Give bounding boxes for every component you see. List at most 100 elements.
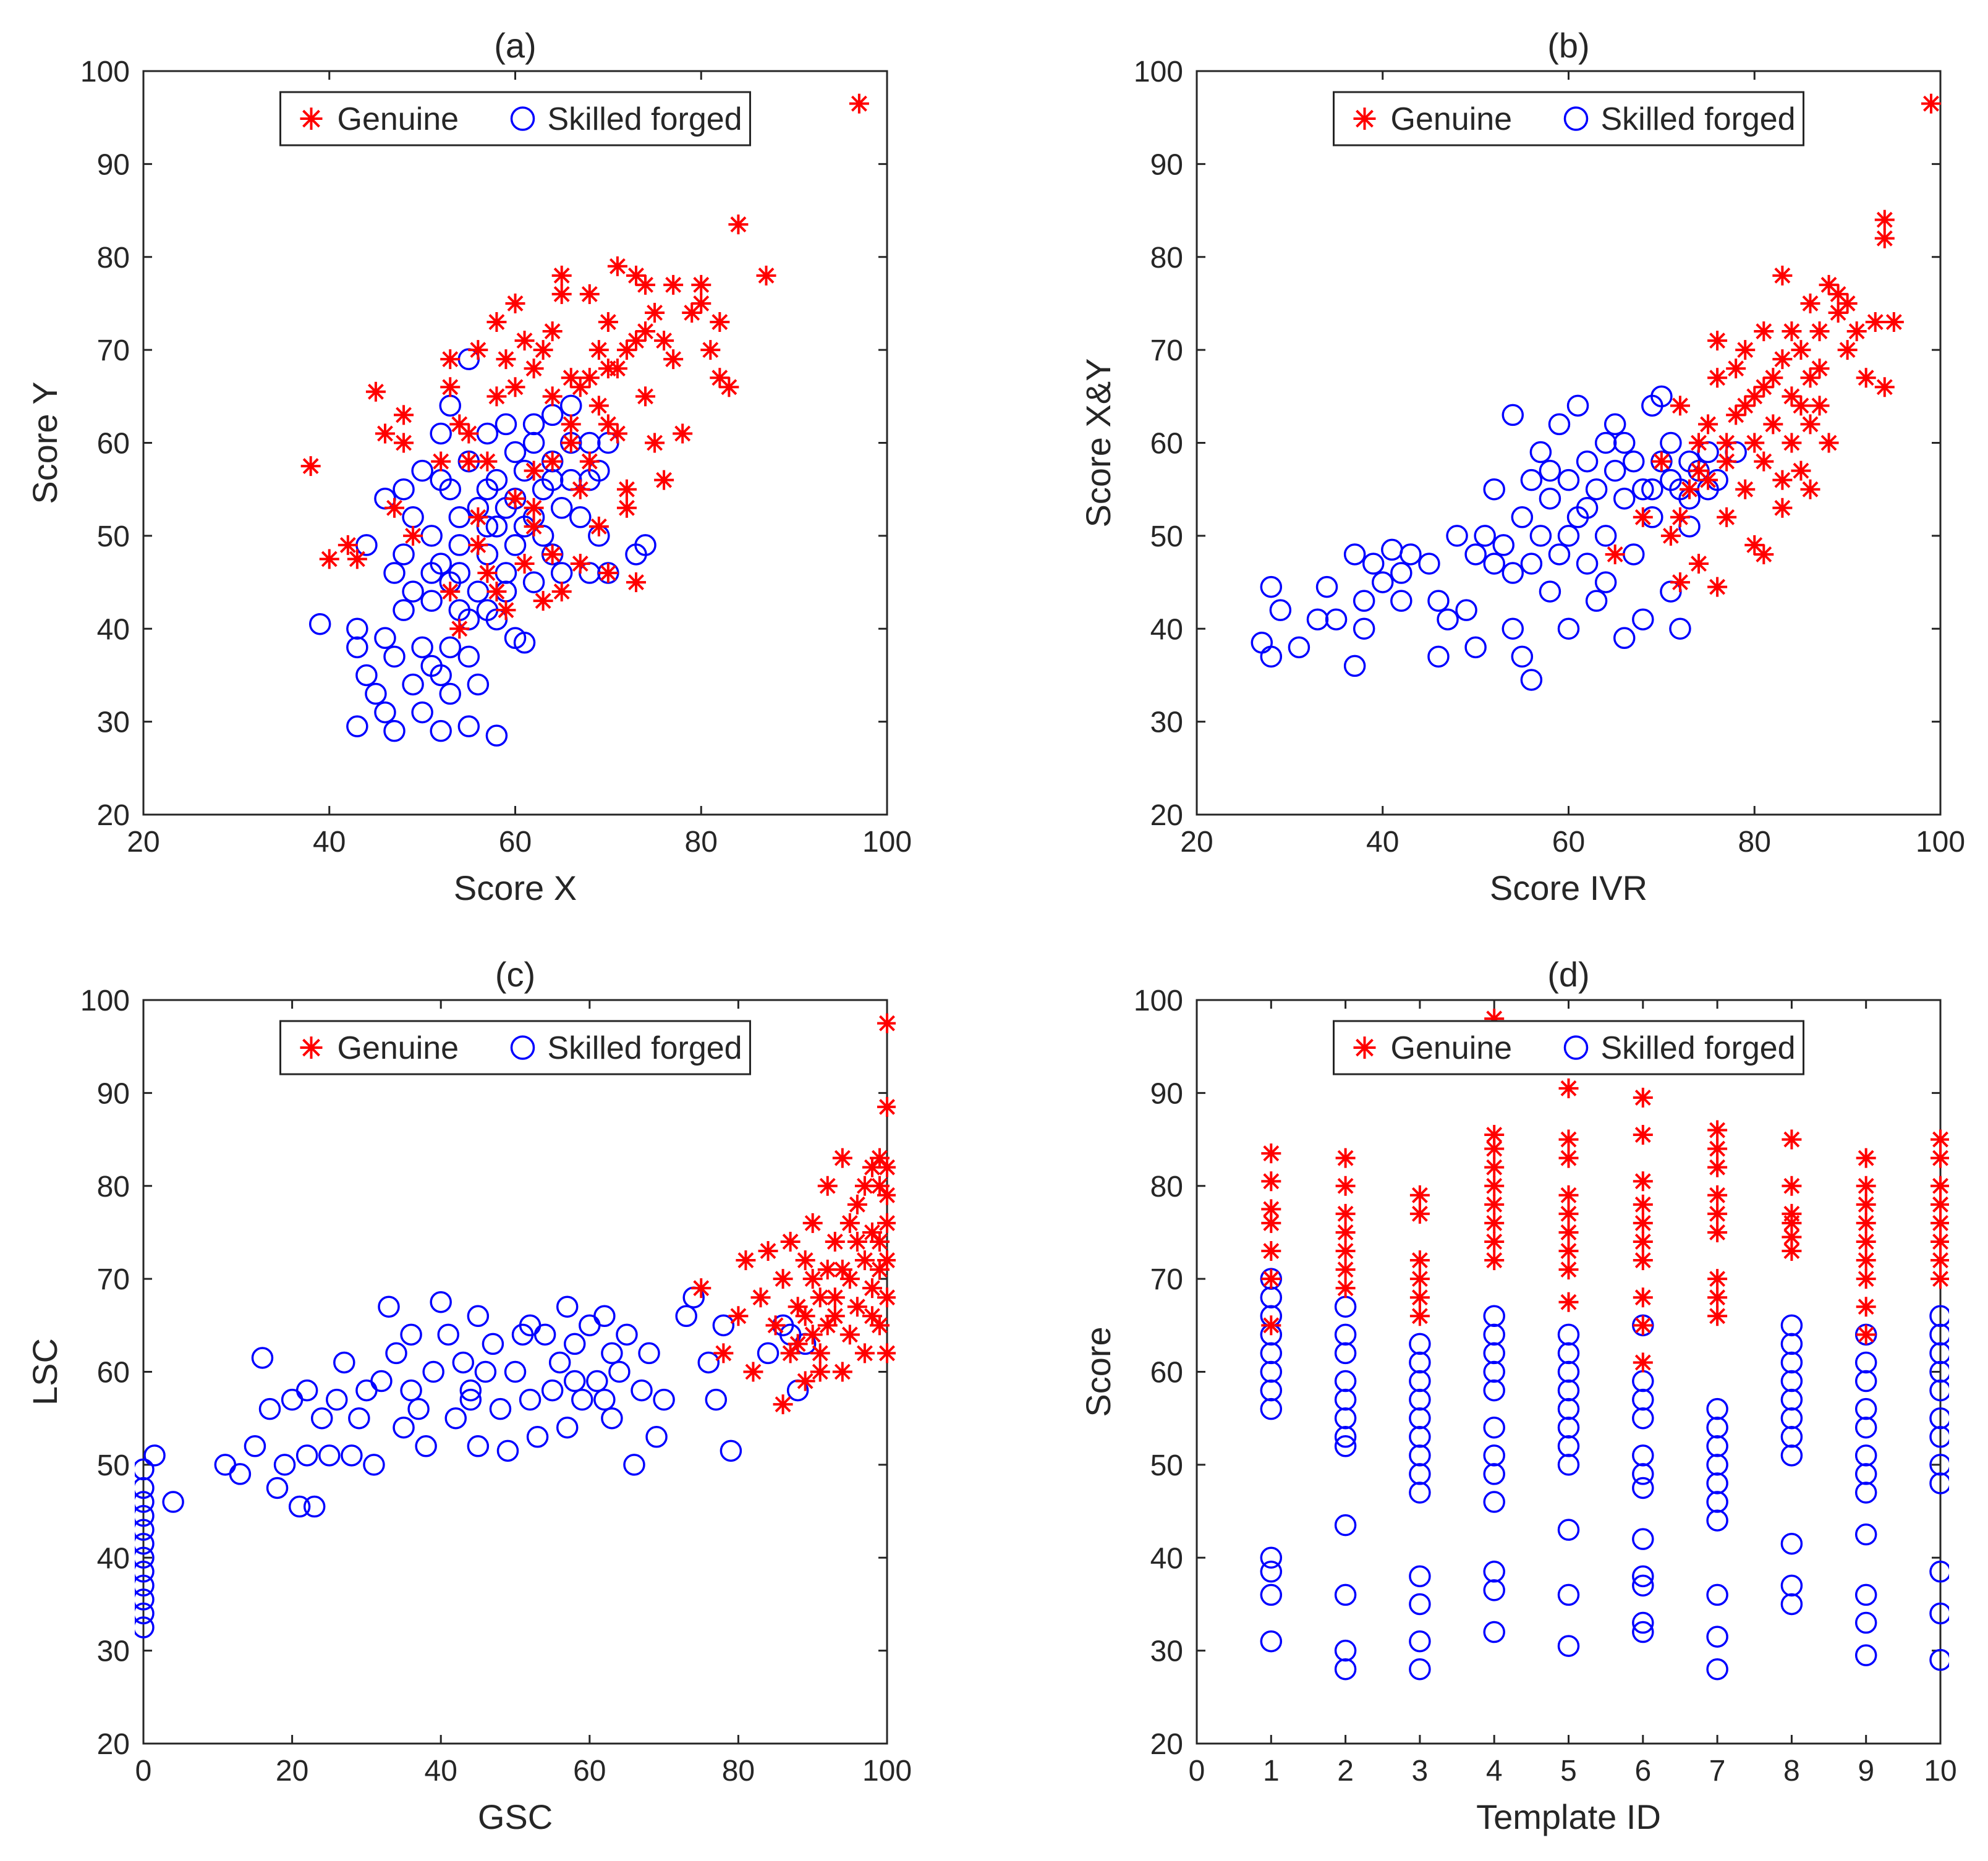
forged-point: [522, 571, 545, 593]
forged-point: [1641, 478, 1663, 501]
forged-point: [548, 1351, 571, 1374]
forged-point: [244, 1435, 266, 1457]
forged-point: [385, 1342, 407, 1365]
forged-point: [1418, 553, 1440, 575]
forged-point: [1409, 1658, 1431, 1681]
genuine-point: [1791, 460, 1811, 481]
genuine-point: [1633, 1194, 1653, 1215]
forged-point: [556, 1416, 579, 1439]
y-tick-label: 20: [97, 1728, 130, 1761]
forged-point: [496, 1439, 519, 1462]
genuine-point: [496, 600, 516, 621]
scatter-panel-1: 20 40 60 80 100 20 30 40 50 60 70 80 90 100 Score X Sco…: [25, 26, 912, 907]
genuine-point: [802, 1325, 823, 1345]
forged-point: [374, 701, 396, 724]
genuine-point: [1558, 1148, 1579, 1168]
forged-point: [1854, 1444, 1877, 1467]
genuine-point: [1782, 321, 1802, 342]
forged-point: [1409, 1482, 1431, 1504]
x-axis-label: Score IVR: [1490, 868, 1647, 907]
forged-point: [430, 422, 452, 445]
forged-point: [341, 1444, 363, 1467]
forged-point: [1492, 534, 1514, 556]
forged-point: [295, 1379, 318, 1402]
genuine-point: [1707, 368, 1728, 388]
genuine-point: [477, 563, 498, 583]
forged-point: [1557, 1360, 1580, 1383]
genuine-point: [1633, 1125, 1653, 1145]
genuine-point: [654, 470, 674, 490]
forged-point: [467, 1435, 490, 1457]
genuine-point: [1261, 1241, 1281, 1261]
genuine-point: [431, 451, 451, 472]
y-tick-label: 80: [1150, 242, 1183, 274]
forged-point: [634, 534, 656, 556]
forged-point: [1409, 1426, 1431, 1448]
x-tick-label: 20: [1180, 826, 1213, 858]
forged-point: [1427, 590, 1450, 612]
genuine-point: [1884, 312, 1904, 333]
forged-point: [135, 1561, 155, 1583]
legend-forged-marker: [510, 1035, 535, 1060]
forged-point: [303, 1495, 326, 1518]
genuine-point: [645, 302, 665, 323]
genuine-point: [1409, 1250, 1430, 1271]
forged-point: [439, 682, 461, 705]
forged-point: [1260, 575, 1283, 598]
forged-point: [1929, 1305, 1949, 1328]
genuine-point: [1558, 1222, 1579, 1242]
forged-point: [1594, 525, 1617, 547]
forged-point: [135, 1602, 155, 1625]
genuine-point: [542, 321, 563, 342]
y-tick-label: 50: [1150, 1449, 1183, 1482]
genuine-point: [524, 498, 544, 518]
genuine-point: [817, 1176, 838, 1196]
genuine-point: [1689, 460, 1709, 481]
genuine-point: [459, 423, 479, 444]
genuine-point: [1931, 1129, 1949, 1150]
y-tick-label: 60: [1150, 1357, 1183, 1389]
genuine-point: [1931, 1148, 1949, 1168]
genuine-point: [1735, 340, 1756, 360]
forged-point: [420, 562, 443, 584]
y-tick-label: 60: [97, 428, 130, 460]
legend-forged-label: Skilled forged: [1601, 1030, 1796, 1066]
genuine-point: [1865, 312, 1885, 333]
forged-point: [1557, 1342, 1580, 1365]
forged-point: [1353, 617, 1375, 640]
legend-forged-marker: [1563, 106, 1589, 131]
forged-point: [135, 1477, 155, 1499]
forged-point: [1334, 1658, 1357, 1681]
genuine-point: [1670, 507, 1690, 527]
forged-point: [273, 1454, 296, 1476]
forged-point: [430, 719, 452, 742]
genuine-point: [598, 563, 618, 583]
forged-point: [1780, 1574, 1803, 1597]
genuine-point: [1754, 377, 1774, 397]
genuine-point: [862, 1306, 882, 1326]
x-tick-label: 80: [685, 826, 718, 858]
forged-point: [346, 636, 368, 659]
forged-point: [1780, 1444, 1803, 1467]
genuine-point: [795, 1306, 815, 1326]
genuine-point: [1558, 1260, 1579, 1280]
forged-point: [411, 701, 433, 724]
genuine-point: [1409, 1287, 1430, 1308]
forged-point: [1929, 1561, 1949, 1583]
x-tick-label: 60: [499, 826, 532, 858]
forged-point: [1520, 468, 1543, 491]
genuine-point: [1856, 1297, 1876, 1317]
genuine-point: [1633, 1087, 1653, 1108]
y-tick-label: 30: [97, 1635, 130, 1668]
forged-point: [135, 1532, 155, 1555]
genuine-point: [1707, 1306, 1728, 1326]
genuine-point: [1772, 265, 1793, 286]
genuine-point: [854, 1250, 875, 1271]
genuine-point: [700, 340, 721, 360]
forged-point: [1260, 1379, 1283, 1402]
forged-point: [1557, 468, 1580, 491]
forged-point: [1613, 487, 1636, 510]
forged-point: [1409, 1351, 1431, 1374]
forged-point: [616, 1323, 638, 1346]
genuine-point: [1689, 433, 1709, 453]
